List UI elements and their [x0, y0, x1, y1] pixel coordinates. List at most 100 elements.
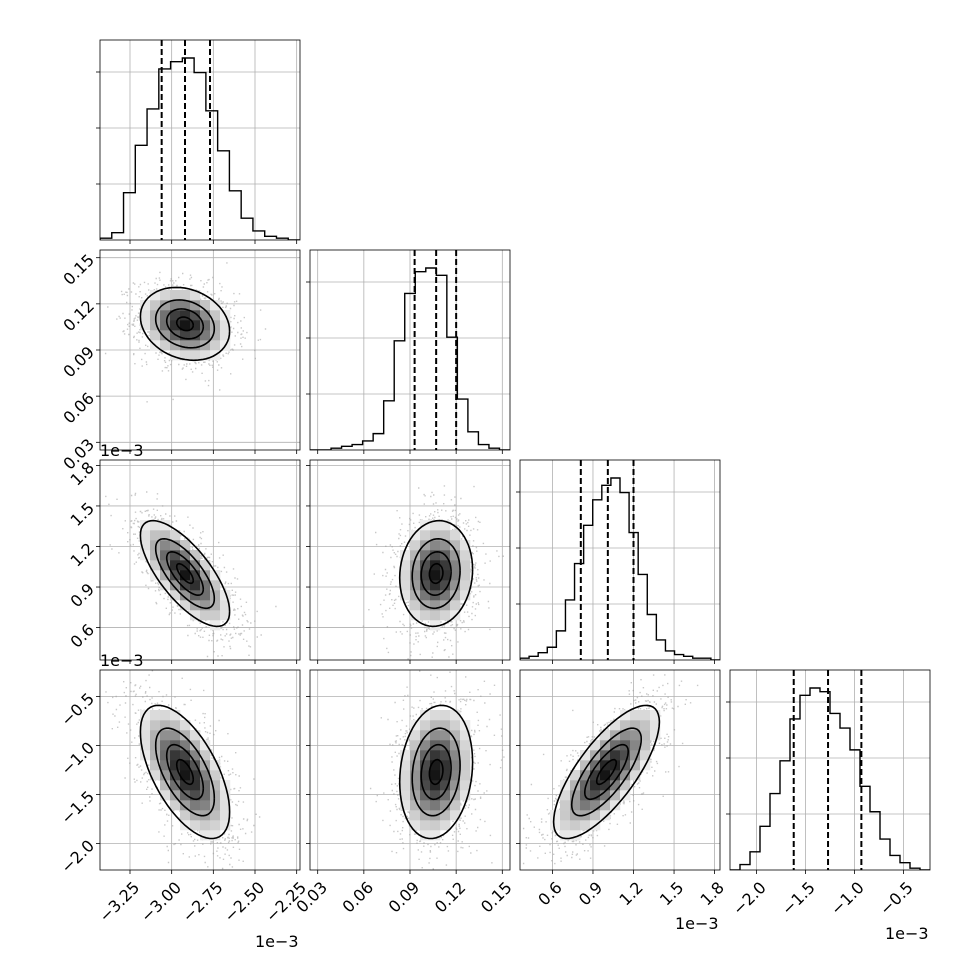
density-cell-2-0 [180, 570, 191, 581]
density-cell-3-2 [650, 710, 661, 721]
density-cell-2-0 [210, 620, 221, 631]
density-cell-3-2 [630, 770, 641, 781]
density-cell-3-2 [640, 740, 651, 751]
density-cell-3-0 [190, 730, 201, 741]
density-cell-3-1 [430, 730, 441, 741]
density-cell-3-1 [440, 760, 451, 771]
density-cell-2-0 [140, 530, 151, 541]
density-cell-2-0 [190, 570, 201, 581]
density-cell-3-2 [620, 750, 631, 761]
density-cell-1-0 [210, 330, 221, 341]
hist-step-2 [520, 477, 720, 660]
density-cell-3-1 [430, 720, 441, 731]
density-cell-3-1 [420, 790, 431, 801]
contour-2-1-1 [411, 537, 461, 610]
density-cell-3-2 [640, 720, 651, 731]
density-cell-2-0 [180, 540, 191, 551]
density-cell-3-1 [450, 710, 461, 721]
density-cell-2-0 [160, 520, 171, 531]
density-cell-3-1 [450, 810, 461, 821]
density-cell-2-1 [430, 620, 441, 631]
density-cell-1-0 [180, 330, 191, 341]
density-cell-2-1 [450, 530, 461, 541]
density-cell-3-2 [570, 770, 581, 781]
density-cell-3-1 [410, 760, 421, 771]
density-cell-1-0 [170, 290, 181, 301]
density-cell-3-0 [210, 810, 221, 821]
density-cell-2-0 [200, 580, 211, 591]
density-cell-2-0 [200, 560, 211, 571]
density-cell-3-2 [640, 710, 651, 721]
density-cell-3-0 [200, 800, 211, 811]
density-cell-1-0 [160, 340, 171, 351]
density-cell-2-0 [220, 610, 231, 621]
density-cell-3-0 [190, 750, 201, 761]
pair-content-3-0 [100, 670, 300, 870]
xtick-label-2-2: 1.2 [615, 878, 646, 909]
density-cell-2-1 [430, 520, 441, 531]
density-cell-3-2 [610, 740, 621, 751]
density-cell-2-0 [190, 560, 201, 571]
contour-3-2-1 [570, 727, 642, 817]
density-cell-1-0 [150, 300, 161, 311]
ytick-label-2-1: 0.9 [67, 580, 98, 611]
contour-1-0-0 [139, 286, 231, 362]
density-cell-3-1 [450, 730, 461, 741]
hist-step-3 [730, 687, 930, 870]
density-cell-2-0 [170, 530, 181, 541]
pair-frame-2-0 [99, 459, 301, 661]
density-cell-3-2 [600, 770, 611, 781]
density-cell-2-1 [430, 600, 441, 611]
density-cell-3-2 [550, 820, 561, 831]
hist-panel-3 [726, 669, 931, 874]
ytick-label-3-1: −1.5 [57, 787, 98, 828]
density-cell-3-1 [400, 770, 411, 781]
ytick-label-1-4: 0.15 [59, 250, 98, 289]
density-cell-2-1 [410, 580, 421, 591]
density-cell-3-0 [210, 770, 221, 781]
contour-3-0-2 [165, 743, 205, 801]
pair-panel-2-0 [96, 459, 301, 664]
density-cell-3-0 [170, 780, 181, 791]
hist-panel-0 [96, 39, 301, 244]
xtick-label-1-2: 0.09 [385, 878, 424, 917]
density-cell-3-2 [570, 780, 581, 791]
density-cell-2-1 [410, 560, 421, 571]
density-cell-3-1 [450, 720, 461, 731]
density-cell-3-0 [170, 720, 181, 731]
density-cell-3-0 [170, 730, 181, 741]
density-cell-2-1 [450, 580, 461, 591]
density-cell-3-2 [610, 720, 621, 731]
density-cell-3-1 [450, 750, 461, 761]
density-cell-3-2 [650, 720, 661, 731]
density-cell-3-1 [400, 750, 411, 761]
density-cell-3-1 [420, 710, 431, 721]
density-cell-2-1 [420, 570, 431, 581]
contour-3-0-0 [139, 704, 231, 840]
pair-panel-3-1 [306, 669, 511, 874]
density-cell-3-1 [420, 770, 431, 781]
density-cell-3-0 [210, 760, 221, 771]
density-cell-3-0 [180, 770, 191, 781]
density-cell-2-1 [410, 610, 421, 621]
density-cell-1-0 [140, 300, 151, 311]
density-cell-3-0 [190, 820, 201, 831]
density-cell-3-0 [160, 710, 171, 721]
density-cell-3-1 [460, 740, 471, 751]
density-cell-3-2 [590, 780, 601, 791]
xtick-label-3-2: −1.0 [827, 878, 868, 919]
density-cell-3-2 [610, 770, 621, 781]
density-cell-2-1 [440, 590, 451, 601]
density-cell-2-1 [460, 590, 471, 601]
density-cell-3-0 [160, 720, 171, 731]
density-cell-3-1 [400, 800, 411, 811]
density-cell-1-0 [190, 300, 201, 311]
density-cell-2-1 [450, 540, 461, 551]
density-cell-3-0 [180, 800, 191, 811]
density-cell-1-0 [160, 290, 171, 301]
density-cell-2-1 [400, 580, 411, 591]
density-cell-1-0 [210, 300, 221, 311]
density-cell-3-1 [430, 710, 441, 721]
hist-step-1 [310, 267, 510, 450]
